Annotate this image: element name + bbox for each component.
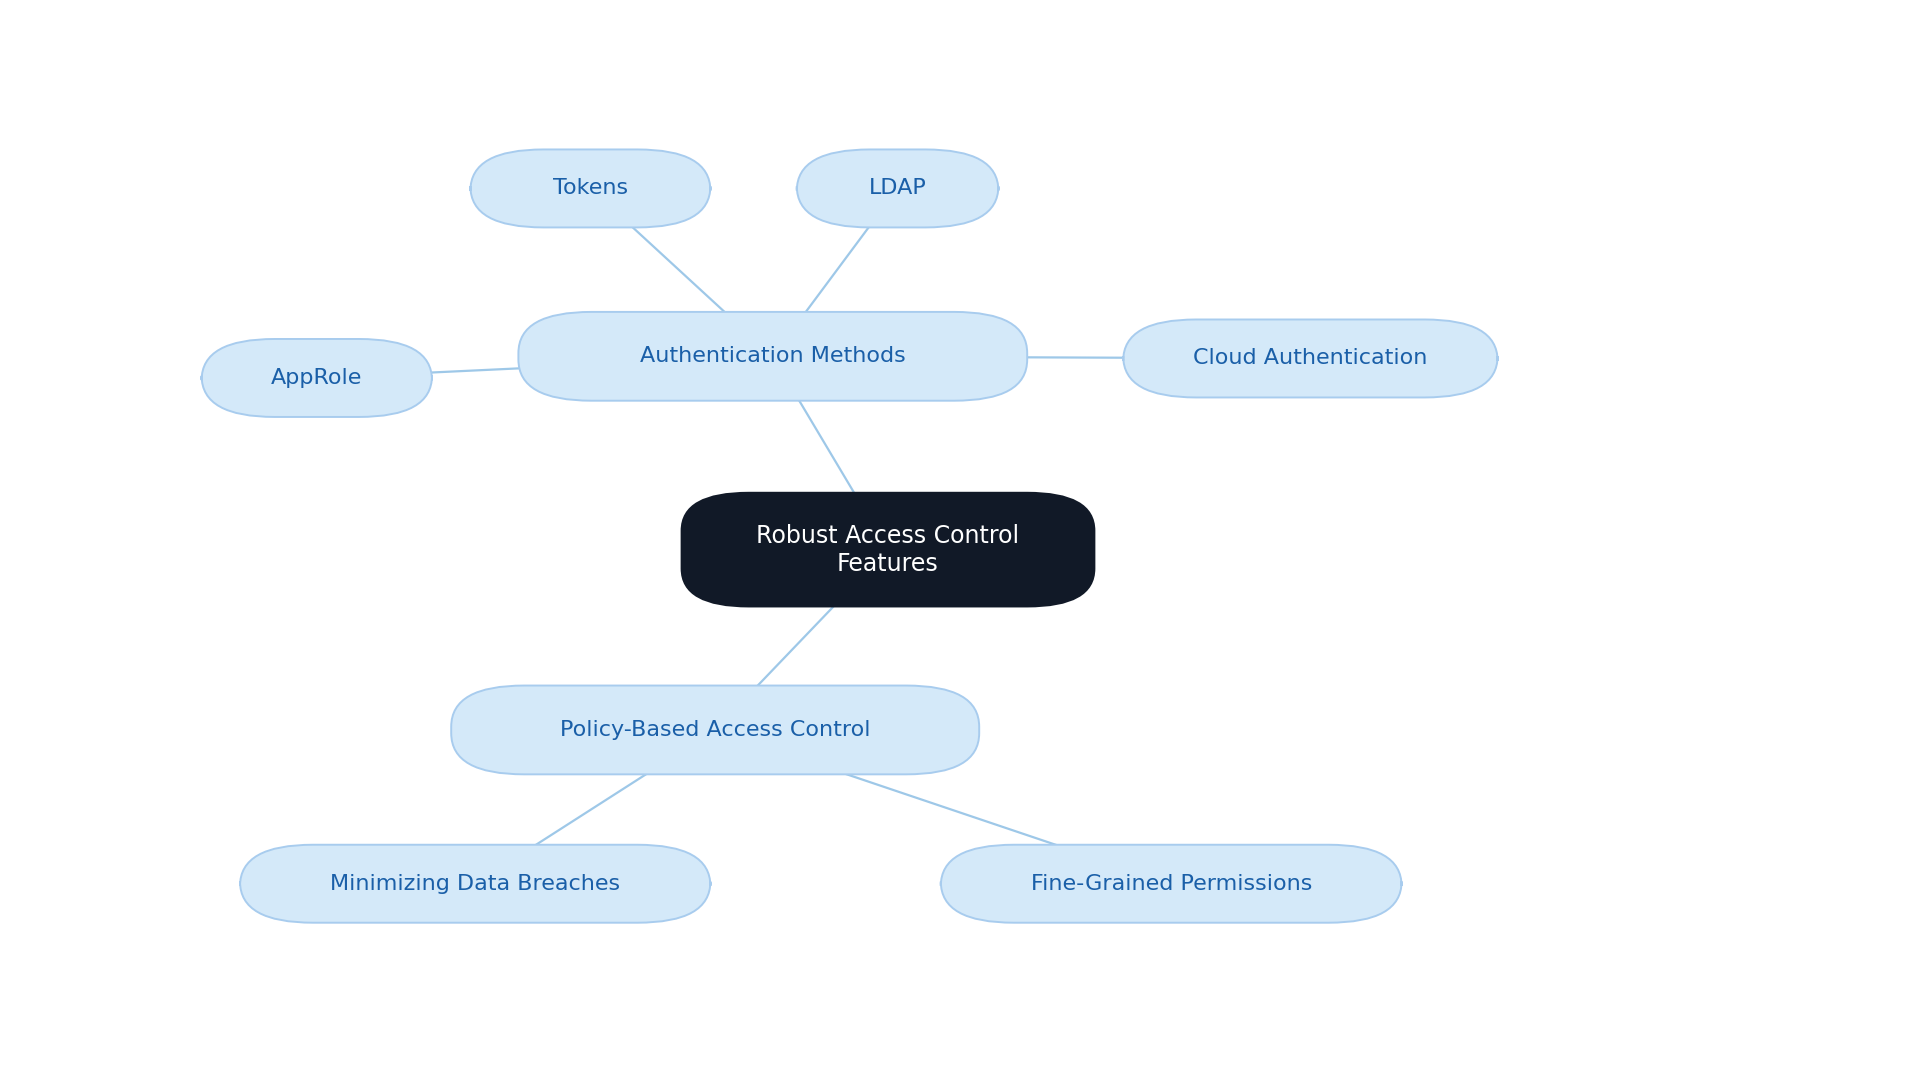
FancyBboxPatch shape (451, 686, 979, 774)
Text: Tokens: Tokens (553, 179, 628, 198)
Text: Authentication Methods: Authentication Methods (639, 347, 906, 366)
FancyBboxPatch shape (1123, 319, 1498, 397)
Text: Policy-Based Access Control: Policy-Based Access Control (561, 720, 870, 740)
FancyBboxPatch shape (470, 149, 710, 227)
FancyBboxPatch shape (518, 312, 1027, 401)
Text: AppRole: AppRole (271, 368, 363, 388)
Text: Robust Access Control
Features: Robust Access Control Features (756, 524, 1020, 575)
FancyBboxPatch shape (682, 493, 1094, 606)
Text: Minimizing Data Breaches: Minimizing Data Breaches (330, 874, 620, 893)
FancyBboxPatch shape (240, 845, 710, 923)
FancyBboxPatch shape (797, 149, 998, 227)
Text: LDAP: LDAP (868, 179, 927, 198)
Text: Fine-Grained Permissions: Fine-Grained Permissions (1031, 874, 1311, 893)
FancyBboxPatch shape (202, 339, 432, 417)
Text: Cloud Authentication: Cloud Authentication (1192, 349, 1428, 368)
FancyBboxPatch shape (941, 845, 1402, 923)
